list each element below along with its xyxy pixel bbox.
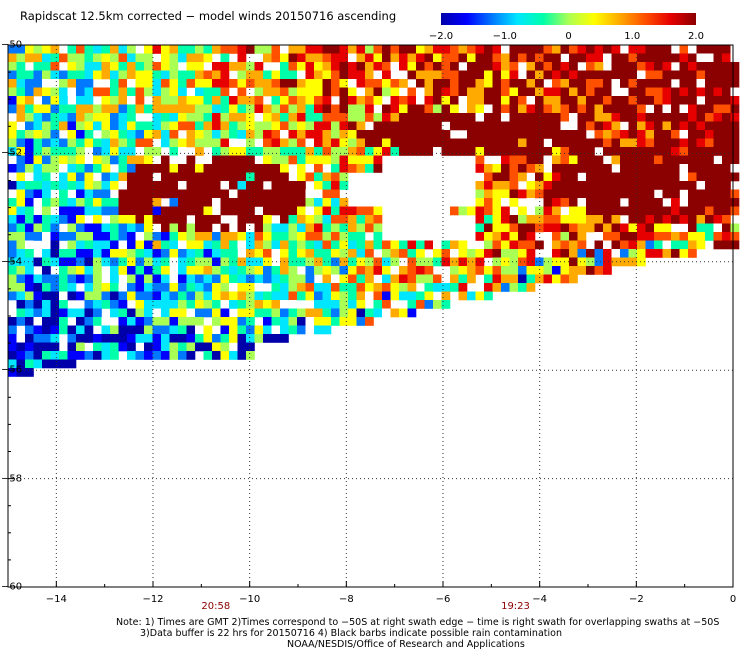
lon-tick-label: −14 xyxy=(45,594,67,605)
footnote-line-1: Note: 1) Times are GMT 2)Times correspon… xyxy=(116,617,720,628)
lat-tick-label: −50 xyxy=(1,39,23,51)
lat-tick-label: −60 xyxy=(1,581,23,593)
lon-tick-label: 0 xyxy=(729,594,737,605)
colorbar: −2.0 −1.0 0 1.0 2.0 xyxy=(429,10,704,42)
colorbar-tick-label: 1.0 xyxy=(624,31,641,42)
lon-tick-label: −10 xyxy=(239,594,261,605)
lat-tick-label: −56 xyxy=(1,364,23,376)
swath-time-label: 19:23 xyxy=(501,601,530,612)
colorbar-tick-label: −1.0 xyxy=(492,31,517,42)
footnote-credit: NOAA/NESDIS/Office of Research and Appli… xyxy=(287,639,525,650)
lat-tick-label: −52 xyxy=(1,147,23,159)
lon-tick-label: −2 xyxy=(628,594,644,605)
lon-tick-label: −4 xyxy=(532,594,548,605)
colorbar-tick-label: −2.0 xyxy=(428,31,454,42)
lat-tick-label: −58 xyxy=(1,473,23,485)
lat-tick-label: −54 xyxy=(1,256,23,268)
footnote-line-2: 3)Data buffer is 22 hrs for 20150716 4) … xyxy=(140,628,562,639)
map-title: Rapidscat 12.5km corrected − model winds… xyxy=(20,9,397,23)
lon-tick-label: −6 xyxy=(435,594,451,605)
colorbar-gradient xyxy=(441,13,696,25)
colorbar-tick-label: 0 xyxy=(565,31,572,42)
swath-time-label: 20:58 xyxy=(201,601,231,612)
wind-difference-cells xyxy=(8,45,740,377)
colorbar-tick-label: 2.0 xyxy=(688,31,704,42)
lon-tick-label: −8 xyxy=(338,594,354,605)
axis-ticks xyxy=(7,44,734,588)
lon-tick-label: −12 xyxy=(142,594,164,605)
lat-lon-grid xyxy=(8,45,733,587)
